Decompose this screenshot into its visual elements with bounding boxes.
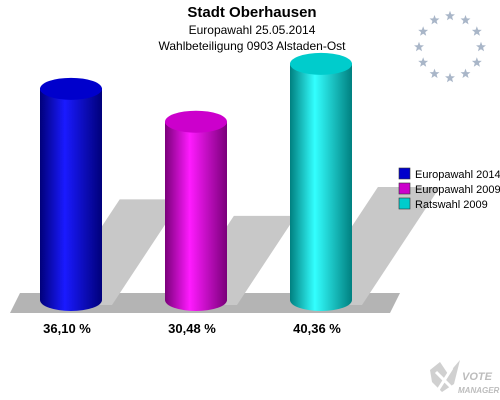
value-label-2: 40,36 % [293,321,341,336]
eu-star-icon [414,41,424,52]
watermark-line-2: MANAGER [458,386,500,395]
legend-swatch-1 [398,182,411,195]
bar-top-1 [165,110,227,133]
chart-subtitle: Europawahl 25.05.2014 [189,23,316,37]
bar-0 [40,88,102,311]
chart-subtitle-2: Wahlbeteiligung 0903 Alstaden-Ost [158,39,346,53]
value-label-0: 36,10 % [43,321,91,336]
legend-label-2: Ratswahl 2009 [415,199,488,211]
bar-1 [165,121,227,311]
eu-stars-ring [414,10,486,83]
value-labels-group: 36,10 % 30,48 % 40,36 % [43,321,341,336]
eu-star-icon [460,68,471,79]
bar-top-2 [290,52,352,75]
legend: Europawahl 2014 Europawahl 2009 Ratswahl 2… [398,167,500,211]
bar-2 [290,63,352,312]
vote-manager-logo-icon [430,360,460,392]
legend-swatch-0 [398,167,411,180]
chart-title: Stadt Oberhausen [187,4,316,21]
eu-star-icon [460,14,471,25]
vote-manager-watermark: VOTE MANAGER [430,360,500,395]
eu-star-icon [429,68,440,79]
eu-star-icon [445,10,455,21]
eu-star-icon [418,57,429,67]
bar-shadows [50,186,440,305]
bar-top-0 [40,77,102,100]
eu-star-icon [471,26,482,36]
legend-label-1: Europawahl 2009 [415,184,500,196]
value-label-1: 30,48 % [168,321,216,336]
watermark-line-1: VOTE [462,371,493,383]
bars-group [40,52,352,312]
eu-star-icon [445,72,455,83]
legend-swatch-2 [398,197,411,210]
eu-star-icon [476,41,486,52]
eu-star-icon [429,14,440,25]
eu-star-icon [418,26,429,36]
eu-star-icon [471,57,482,67]
legend-label-0: Europawahl 2014 [415,169,500,181]
